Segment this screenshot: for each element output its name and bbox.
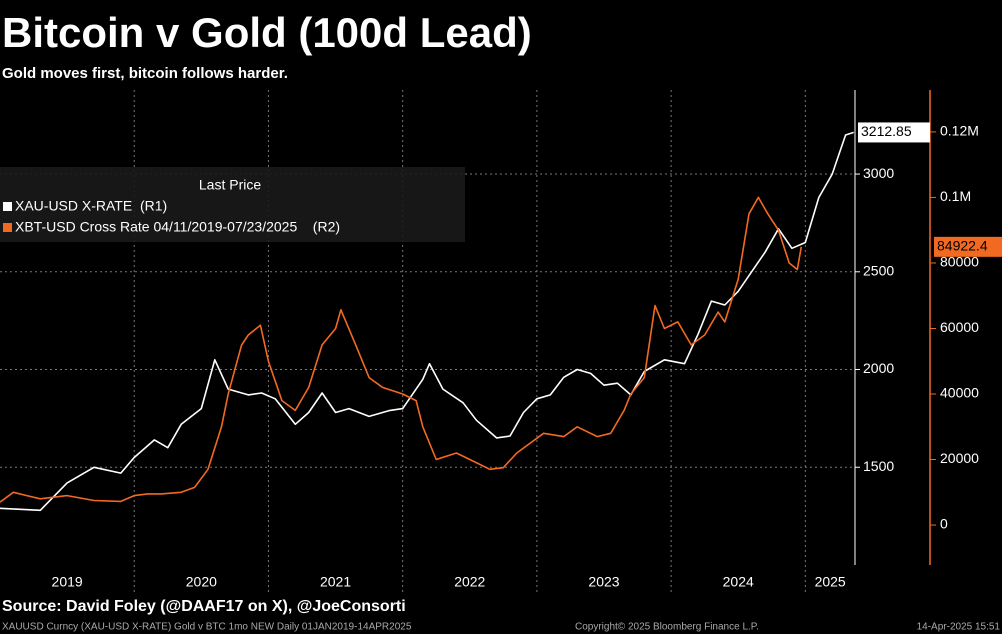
legend-label: XAU-USD X-RATE (R1): [15, 198, 167, 214]
legend-swatch: [3, 202, 12, 211]
y-tick-label: 1500: [863, 458, 894, 474]
timestamp: 14-Apr-2025 15:51: [917, 622, 1001, 633]
footer: XAUUSD Curncy (XAU-USD X-RATE) Gold v BT…: [2, 622, 412, 633]
x-tick-label: 2020: [186, 574, 217, 590]
y2-tick-label: 40000: [940, 385, 979, 401]
last-price-label: 3212.85: [861, 123, 912, 139]
x-tick-label: 2024: [723, 574, 754, 590]
last-price-tag: [934, 236, 1002, 257]
last-price-tag: [858, 122, 930, 143]
series-line: [0, 196, 803, 503]
y-tick-label: 2500: [863, 262, 894, 278]
x-tick-label: 2022: [454, 574, 485, 590]
y2-tick-label: 0: [940, 516, 948, 532]
y2-tick-label: 20000: [940, 450, 979, 466]
legend-swatch: [3, 223, 12, 232]
y-tick-label: 3000: [863, 165, 894, 181]
y2-tick-label: 60000: [940, 319, 979, 335]
source: Source: David Foley (@DAAF17 on X), @Joe…: [2, 598, 406, 615]
legend-box: [0, 167, 465, 242]
last-price-label: 84922.4: [937, 238, 988, 254]
x-tick-label: 2021: [320, 574, 351, 590]
legend-title: Last Price: [199, 177, 261, 193]
y2-tick-label: 0.1M: [940, 188, 971, 204]
chart-subtitle: Gold moves first, bitcoin follows harder…: [2, 65, 288, 82]
series-line: [0, 131, 854, 512]
y2-tick-label: 80000: [940, 254, 979, 270]
legend-label: XBT-USD Cross Rate 04/11/2019-07/23/2025…: [15, 219, 340, 235]
x-tick-label: 2019: [52, 574, 83, 590]
chart-title: Bitcoin v Gold (100d Lead): [2, 9, 532, 56]
x-tick-label: 2025: [815, 574, 846, 590]
y2-tick-label: 0.12M: [940, 123, 979, 139]
x-tick-label: 2023: [588, 574, 619, 590]
copyright: Copyright© 2025 Bloomberg Finance L.P.: [575, 622, 759, 633]
y-tick-label: 2000: [863, 360, 894, 376]
